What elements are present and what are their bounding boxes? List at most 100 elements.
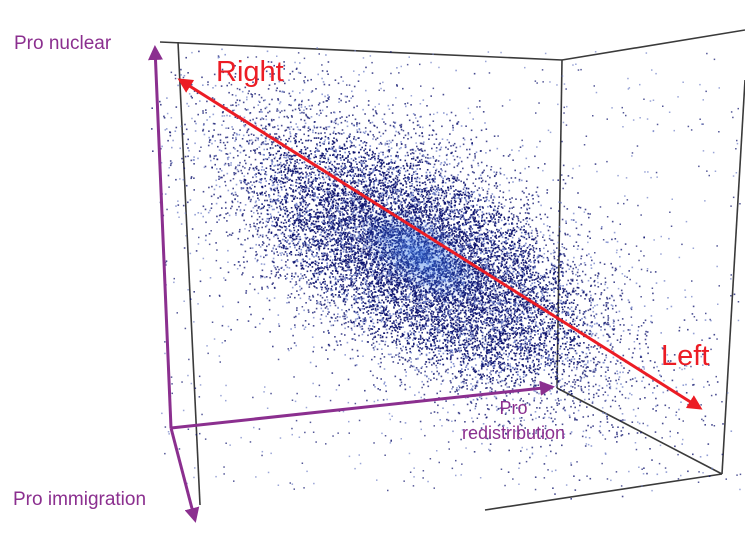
data-point xyxy=(274,145,277,147)
data-point xyxy=(533,364,535,367)
data-point xyxy=(457,347,460,349)
data-point xyxy=(504,233,507,236)
data-point xyxy=(365,260,368,263)
data-point xyxy=(285,227,288,230)
data-point xyxy=(530,232,533,234)
data-point xyxy=(519,279,521,282)
data-point xyxy=(491,382,494,385)
data-point xyxy=(320,199,323,201)
data-point xyxy=(421,135,424,138)
data-point xyxy=(592,425,594,427)
data-point xyxy=(298,313,300,315)
data-point xyxy=(392,361,395,363)
data-point xyxy=(543,346,545,349)
data-point xyxy=(393,356,396,358)
data-point xyxy=(318,258,321,261)
data-point xyxy=(542,236,544,238)
data-point xyxy=(235,166,237,168)
data-point xyxy=(419,195,422,197)
data-point xyxy=(475,178,477,180)
data-point xyxy=(324,95,326,98)
data-point xyxy=(236,208,238,211)
data-point xyxy=(283,109,286,112)
data-point xyxy=(446,158,448,161)
data-point xyxy=(353,288,355,291)
data-point xyxy=(528,264,530,266)
data-point xyxy=(256,218,259,221)
data-point xyxy=(372,138,374,140)
data-point xyxy=(558,283,561,285)
data-point xyxy=(395,154,397,157)
data-point xyxy=(205,234,207,237)
data-point xyxy=(604,391,607,393)
data-point xyxy=(636,432,639,434)
data-point xyxy=(402,326,404,328)
data-point xyxy=(349,146,352,148)
data-point xyxy=(237,164,239,167)
data-point xyxy=(404,289,407,291)
data-point xyxy=(346,212,348,214)
data-point xyxy=(293,168,296,171)
data-point xyxy=(308,105,311,107)
data-point xyxy=(373,326,376,328)
data-point xyxy=(263,169,265,171)
data-point xyxy=(278,163,281,166)
data-point xyxy=(400,128,403,131)
data-point xyxy=(352,357,354,360)
data-point xyxy=(551,302,554,304)
data-point xyxy=(270,270,273,272)
data-point xyxy=(347,193,350,196)
data-point xyxy=(383,165,386,168)
data-point xyxy=(303,119,306,122)
data-point xyxy=(681,443,683,445)
data-point xyxy=(276,181,278,184)
data-point xyxy=(304,240,306,243)
data-point xyxy=(439,197,442,200)
data-point xyxy=(241,90,244,93)
data-point xyxy=(532,198,534,200)
data-point xyxy=(358,315,360,318)
data-point xyxy=(530,261,532,263)
data-point xyxy=(402,207,405,210)
data-point xyxy=(572,320,574,323)
data-point xyxy=(465,187,468,189)
data-point xyxy=(404,176,407,179)
data-point xyxy=(444,317,446,319)
data-point xyxy=(354,206,356,209)
data-point xyxy=(498,262,500,264)
data-point xyxy=(443,303,446,306)
data-point xyxy=(410,136,413,139)
data-point xyxy=(511,255,513,257)
data-point xyxy=(288,187,291,189)
data-point xyxy=(527,252,529,255)
data-point xyxy=(487,188,490,190)
data-point xyxy=(471,331,474,334)
data-point xyxy=(429,113,431,116)
data-point xyxy=(347,326,350,328)
data-point xyxy=(545,349,547,351)
data-point xyxy=(454,197,457,199)
data-point xyxy=(554,279,557,281)
data-point xyxy=(543,223,545,225)
data-point xyxy=(306,281,308,283)
data-point xyxy=(479,174,482,177)
data-point xyxy=(386,163,388,165)
data-point xyxy=(471,171,474,173)
data-point xyxy=(314,235,317,238)
data-point xyxy=(406,114,409,116)
data-point xyxy=(580,279,583,282)
data-point xyxy=(517,438,520,440)
data-point xyxy=(398,340,401,343)
data-point xyxy=(607,394,609,397)
data-point xyxy=(390,147,393,149)
data-point xyxy=(548,325,551,327)
data-point xyxy=(336,205,338,208)
data-point xyxy=(404,144,407,146)
data-point xyxy=(333,150,335,152)
data-point xyxy=(258,181,261,183)
data-point xyxy=(400,379,402,381)
data-point xyxy=(167,174,170,177)
data-point xyxy=(304,76,306,78)
data-point xyxy=(216,215,218,218)
data-point xyxy=(522,250,525,252)
